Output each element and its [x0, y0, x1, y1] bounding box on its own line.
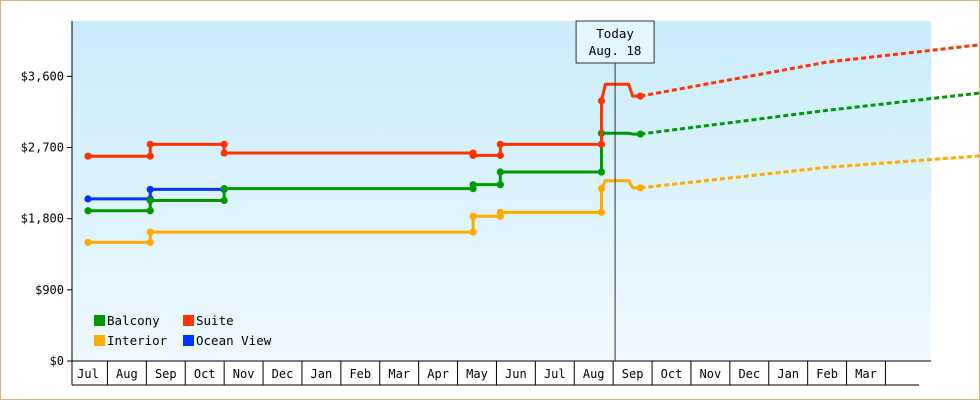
- month-label: Sep: [155, 367, 177, 381]
- data-point-interior[interactable]: [597, 185, 606, 193]
- data-point-balcony[interactable]: [597, 168, 606, 176]
- projection-line-interior: [640, 154, 979, 190]
- data-point-suite[interactable]: [220, 140, 228, 148]
- today-box: [575, 20, 655, 64]
- data-point-interior[interactable]: [496, 208, 504, 216]
- data-point-suite[interactable]: [496, 151, 504, 160]
- data-point-suite[interactable]: [220, 149, 228, 157]
- legend-swatch-ocean-view: [183, 335, 194, 346]
- y-tick-label: $2,700: [21, 141, 64, 155]
- y-tick-label: $0: [50, 354, 64, 368]
- projection-line-balcony: [640, 91, 979, 136]
- month-label: Jun: [505, 367, 527, 381]
- plot-background: [72, 21, 931, 361]
- data-point-ocean-view[interactable]: [84, 195, 92, 203]
- month-label: Feb: [816, 367, 838, 381]
- data-point-suite[interactable]: [597, 97, 606, 105]
- data-point-balcony[interactable]: [469, 181, 477, 189]
- series-line-ocean-view: [88, 187, 225, 201]
- legend-swatch-balcony: [94, 315, 105, 326]
- axes: $0 $900 $1,800 $2,700 $3,600 Jul Aug Sep Oct Nov D…: [21, 21, 931, 386]
- data-point-balcony[interactable]: [496, 168, 504, 176]
- y-tick-label: $1,800: [21, 212, 64, 226]
- data-point-suite[interactable]: [496, 140, 504, 148]
- data-point-balcony[interactable]: [146, 196, 154, 205]
- legend: Balcony Suite Interior Ocean View: [94, 313, 272, 348]
- month-label: Sep: [622, 367, 644, 381]
- data-point-balcony[interactable]: [84, 207, 92, 215]
- y-tick-label: $900: [35, 283, 64, 297]
- today-marker: Today Aug. 18: [575, 20, 655, 361]
- data-point-interior[interactable]: [469, 228, 477, 236]
- legend-swatch-suite: [183, 315, 194, 326]
- data-point-suite[interactable]: [146, 152, 154, 160]
- month-label: Oct: [661, 367, 683, 381]
- month-label: Jul: [77, 367, 99, 381]
- month-label: Mar: [388, 367, 410, 381]
- month-label: Mar: [855, 367, 877, 381]
- legend-swatch-interior: [94, 335, 105, 346]
- month-label: Nov: [233, 367, 255, 381]
- month-label: Jan: [311, 367, 333, 381]
- series-line-suite: [88, 82, 641, 158]
- month-label: Dec: [272, 367, 294, 381]
- data-point-balcony[interactable]: [146, 207, 154, 215]
- data-point-interior[interactable]: [146, 238, 154, 246]
- data-point-balcony[interactable]: [220, 196, 228, 205]
- month-label: Feb: [349, 367, 371, 381]
- data-point-interior[interactable]: [146, 228, 154, 236]
- month-label: Jul: [544, 367, 566, 381]
- legend-label-balcony: Balcony: [107, 313, 160, 328]
- month-label: May: [466, 367, 488, 381]
- legend-label-ocean-view: Ocean View: [196, 333, 272, 348]
- data-point-suite[interactable]: [469, 151, 477, 160]
- data-point-balcony[interactable]: [496, 181, 504, 189]
- month-label: Aug: [583, 367, 605, 381]
- today-date: Aug. 18: [589, 43, 642, 58]
- month-label: Oct: [194, 367, 216, 381]
- month-label: Dec: [738, 367, 760, 381]
- legend-label-interior: Interior: [107, 333, 168, 348]
- legend-label-suite: Suite: [196, 313, 234, 328]
- data-point-ocean-view[interactable]: [146, 185, 154, 194]
- data-point-interior[interactable]: [84, 238, 92, 246]
- series-lines: [84, 43, 979, 246]
- data-point-balcony[interactable]: [220, 185, 228, 193]
- data-point-suite[interactable]: [597, 140, 606, 148]
- data-point-interior[interactable]: [469, 212, 477, 220]
- data-point-interior[interactable]: [597, 208, 606, 216]
- data-point-suite[interactable]: [146, 140, 154, 148]
- month-label: Aug: [116, 367, 138, 381]
- month-label: Jan: [777, 367, 799, 381]
- data-point-suite[interactable]: [84, 152, 92, 160]
- today-label: Today: [596, 26, 634, 41]
- month-label: Apr: [427, 367, 449, 381]
- y-tick-label: $3,600: [21, 69, 64, 83]
- month-label: Nov: [700, 367, 722, 381]
